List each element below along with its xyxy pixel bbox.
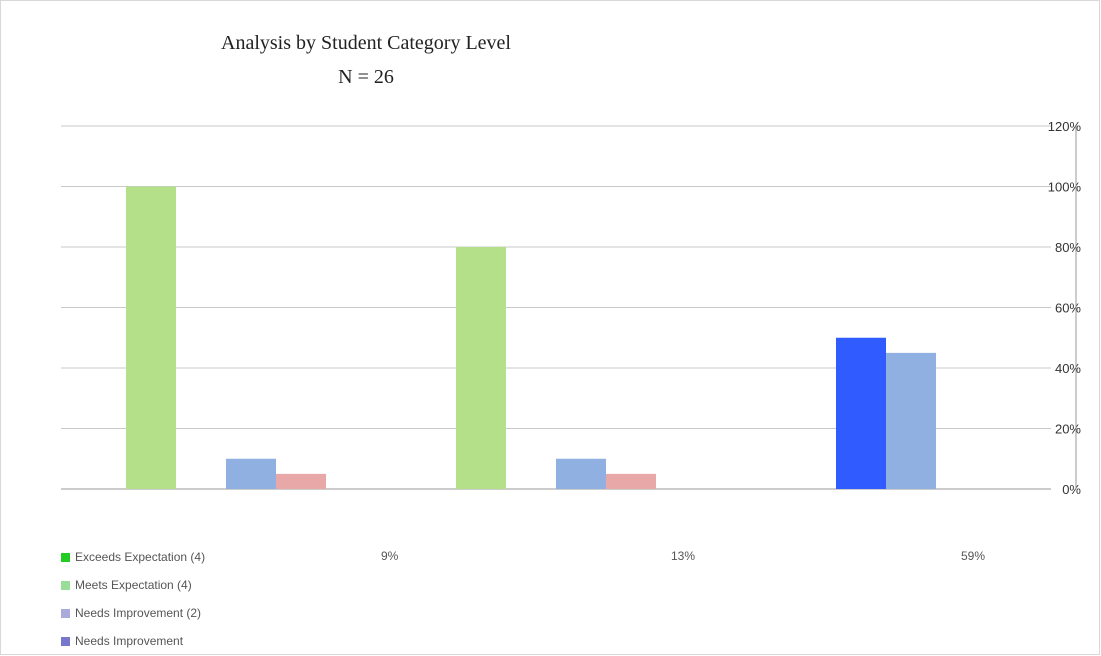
- bar: [606, 473, 656, 489]
- table-row-label: Meets Expectation (4): [75, 578, 192, 592]
- legend-swatch: [61, 608, 70, 618]
- bar: [276, 473, 326, 489]
- y-tick-label: 60%: [1055, 301, 1081, 316]
- table-cell: 9%: [381, 549, 399, 563]
- bar: [226, 458, 276, 489]
- bar: [556, 458, 606, 489]
- legend-swatch: [61, 636, 70, 646]
- chart-subtitle: N = 26: [338, 66, 394, 88]
- chart-title-block: Analysis by Student Category Level N = 2…: [201, 31, 531, 89]
- chart-title: Analysis by Student Category Level: [221, 32, 511, 54]
- table-row: Exceeds Expectation (4): [61, 546, 375, 568]
- bar: [886, 352, 936, 489]
- y-tick-label: 40%: [1055, 361, 1081, 376]
- y-tick-label: 100%: [1048, 180, 1082, 195]
- legend-swatch: [61, 552, 70, 562]
- table-row: Meets Expectation (4): [61, 574, 375, 596]
- y-tick-label: 20%: [1055, 422, 1081, 437]
- bar: [126, 186, 176, 489]
- y-tick-label: 0%: [1062, 482, 1081, 497]
- table-cell: 13%: [671, 549, 696, 563]
- table-row: Needs Improvement: [61, 630, 375, 652]
- table-row-label: Exceeds Expectation (4): [75, 550, 206, 564]
- table-row-label: Needs Improvement: [75, 634, 184, 648]
- bar: [456, 247, 506, 489]
- y-tick-label: 120%: [1048, 119, 1082, 134]
- bar: [836, 337, 886, 489]
- table-cell: 59%: [961, 549, 986, 563]
- legend-swatch: [61, 580, 70, 590]
- y-tick-label: 80%: [1055, 240, 1081, 255]
- table-row-label: Needs Improvement (2): [75, 606, 202, 620]
- table-row: Needs Improvement (2): [61, 602, 375, 624]
